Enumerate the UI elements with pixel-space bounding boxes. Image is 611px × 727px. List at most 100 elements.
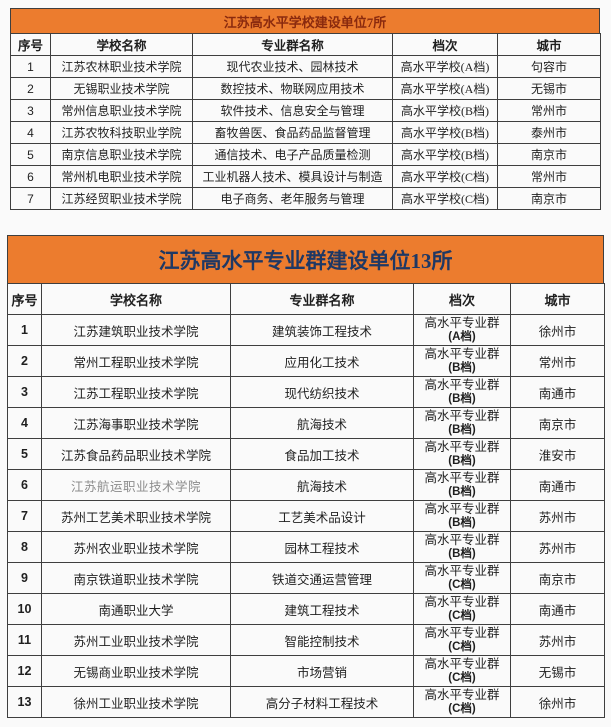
tier-line2: (C档) [448,641,476,653]
cell-index: 6 [7,469,42,501]
tier-line2: (C档) [448,672,476,684]
tier-line1: 高水平专业群 [424,440,500,454]
cell-tier: 高水平专业群 (C档) [413,593,511,625]
tier-line2: (A档) [448,331,476,343]
table-row: 1 江苏建筑职业技术学院 建筑装饰工程技术 高水平专业群 (A档) 徐州市 [7,314,605,346]
cell-city: 泰州市 [497,121,601,144]
cell-index: 5 [10,143,51,166]
col-header-city: 城市 [510,283,605,315]
tier-line2: (C档) [448,610,476,622]
cell-school-name: 江苏农林职业技术学院 [50,55,193,78]
tier-line2: (B档) [448,393,476,405]
cell-city: 常州市 [497,165,601,188]
col-header-school-name: 学校名称 [50,33,193,56]
table-row: 4 江苏农牧科技职业学院 畜牧兽医、食品药品监督管理 高水平学校(B档) 泰州市 [10,121,601,144]
table-row: 10 南通职业大学 建筑工程技术 高水平专业群 (C档) 南通市 [7,593,605,625]
tier-line1: 高水平专业群 [424,409,500,423]
cell-tier: 高水平专业群 (C档) [413,686,511,718]
tier-line1: 高水平专业群 [424,347,500,361]
cell-index: 4 [10,121,51,144]
cell-group-name: 市场营销 [230,655,414,687]
cell-school-name: 江苏食品药品职业技术学院 [41,438,231,470]
cell-group-name: 高分子材料工程技术 [230,686,414,718]
cell-group-name: 建筑装饰工程技术 [230,314,414,346]
table-row: 9 南京铁道职业技术学院 铁道交通运营管理 高水平专业群 (C档) 南京市 [7,562,605,594]
cell-index: 13 [7,686,42,718]
school-table-header-row: 序号 学校名称 专业群名称 档次 城市 [10,33,601,56]
tier-line2: (B档) [448,517,476,529]
tier-line2: (B档) [448,362,476,374]
cell-city: 南京市 [510,562,605,594]
tier-line2: (B档) [448,424,476,436]
cell-school-name: 江苏海事职业技术学院 [41,407,231,439]
cell-city: 常州市 [497,99,601,122]
cell-group-name: 电子商务、老年服务与管理 [192,187,393,210]
cell-school-name: 南通职业大学 [41,593,231,625]
cell-index: 6 [10,165,51,188]
table-row: 2 无锡职业技术学院 数控技术、物联网应用技术 高水平学校(A档) 无锡市 [10,77,601,100]
table-row: 2 常州工程职业技术学院 应用化工技术 高水平专业群 (B档) 常州市 [7,345,605,377]
table-row: 5 江苏食品药品职业技术学院 食品加工技术 高水平专业群 (B档) 淮安市 [7,438,605,470]
cell-group-name: 畜牧兽医、食品药品监督管理 [192,121,393,144]
cell-tier: 高水平学校(C档) [392,187,498,210]
cell-school-name: 苏州工艺美术职业技术学院 [41,500,231,532]
cell-city: 苏州市 [510,624,605,656]
cell-school-name: 徐州工业职业技术学院 [41,686,231,718]
cell-tier: 高水平学校(A档) [392,77,498,100]
cell-index: 1 [10,55,51,78]
cell-city: 徐州市 [510,686,605,718]
cell-city: 无锡市 [497,77,601,100]
tier-line1: 高水平专业群 [424,502,500,516]
cell-group-name: 现代纺织技术 [230,376,414,408]
cell-index: 2 [10,77,51,100]
tier-line1: 高水平专业群 [424,657,500,671]
cell-tier: 高水平学校(B档) [392,143,498,166]
tier-line1: 高水平专业群 [424,378,500,392]
cell-tier: 高水平学校(C档) [392,165,498,188]
tier-line1: 高水平专业群 [424,471,500,485]
cell-city: 苏州市 [510,531,605,563]
cell-city: 南通市 [510,469,605,501]
cell-group-name: 软件技术、信息安全与管理 [192,99,393,122]
tier-line1: 高水平专业群 [424,316,500,330]
cell-school-name: 江苏经贸职业技术学院 [50,187,193,210]
group-table-grid: 序号 学校名称 专业群名称 档次 城市 1 江苏建筑职业技术学院 建筑装饰工程技… [7,283,605,718]
tier-line2: (C档) [448,579,476,591]
school-table-grid: 序号 学校名称 专业群名称 档次 城市 1 江苏农林职业技术学院 现代农业技术、… [10,33,601,210]
cell-city: 南京市 [497,187,601,210]
cell-index: 8 [7,531,42,563]
cell-tier: 高水平专业群 (B档) [413,500,511,532]
cell-tier: 高水平学校(A档) [392,55,498,78]
cell-tier: 高水平专业群 (B档) [413,531,511,563]
cell-tier: 高水平专业群 (B档) [413,376,511,408]
col-header-school-name: 学校名称 [41,283,231,315]
cell-school-name: 南京铁道职业技术学院 [41,562,231,594]
cell-school-name-edited: 江苏航运职业技术学院 [41,469,231,501]
table-row: 11 苏州工业职业技术学院 智能控制技术 高水平专业群 (C档) 苏州市 [7,624,605,656]
cell-city: 南通市 [510,376,605,408]
table-row: 8 苏州农业职业技术学院 园林工程技术 高水平专业群 (B档) 苏州市 [7,531,605,563]
cell-index: 9 [7,562,42,594]
group-table: 江苏高水平专业群建设单位13所 序号 学校名称 专业群名称 档次 城市 1 江苏… [7,235,605,718]
cell-index: 4 [7,407,42,439]
cell-city: 南京市 [510,407,605,439]
cell-group-name: 工业机器人技术、模具设计与制造 [192,165,393,188]
cell-index: 7 [7,500,42,532]
cell-school-name: 苏州农业职业技术学院 [41,531,231,563]
group-table-header-row: 序号 学校名称 专业群名称 档次 城市 [7,283,605,315]
table-row: 3 常州信息职业技术学院 软件技术、信息安全与管理 高水平学校(B档) 常州市 [10,99,601,122]
cell-city: 南京市 [497,143,601,166]
table-row: 7 苏州工艺美术职业技术学院 工艺美术品设计 高水平专业群 (B档) 苏州市 [7,500,605,532]
cell-tier: 高水平专业群 (B档) [413,407,511,439]
col-header-group-name: 专业群名称 [192,33,393,56]
cell-group-name: 数控技术、物联网应用技术 [192,77,393,100]
cell-city: 苏州市 [510,500,605,532]
tier-line1: 高水平专业群 [424,595,500,609]
cell-index: 11 [7,624,42,656]
cell-school-name: 常州机电职业技术学院 [50,165,193,188]
cell-index: 3 [10,99,51,122]
tier-line2: (C档) [448,703,476,715]
cell-city: 无锡市 [510,655,605,687]
tier-line1: 高水平专业群 [424,564,500,578]
